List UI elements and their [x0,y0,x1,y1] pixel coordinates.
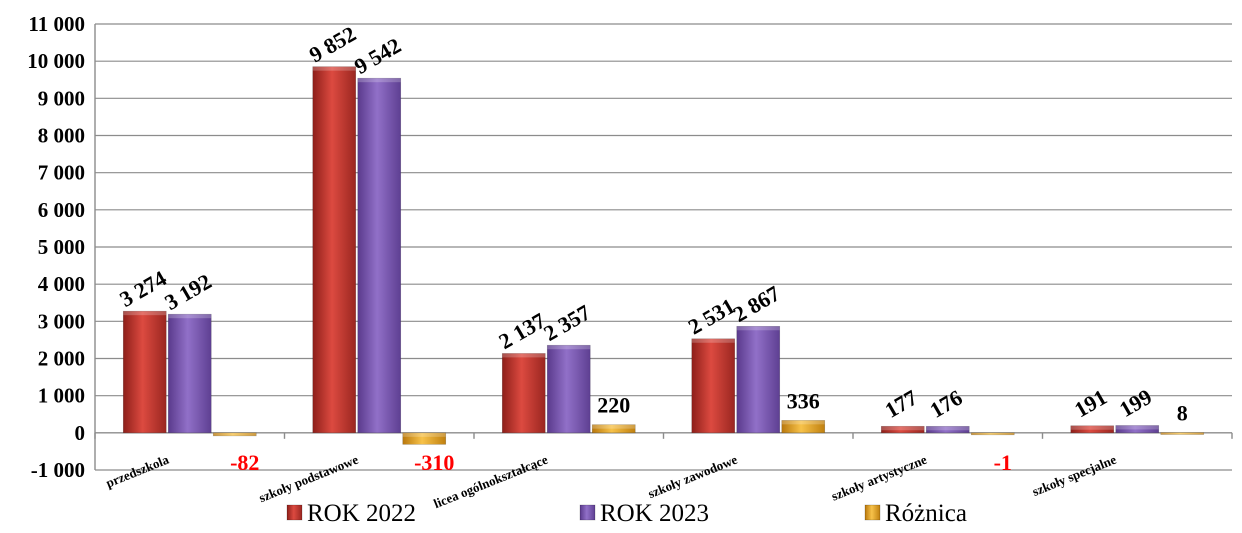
bar-roznica [402,432,447,445]
bar-rok-2022 [501,353,546,434]
data-label-rok-2022: 3 274 [115,265,170,311]
bars [122,66,1205,445]
bar-cap [691,338,735,343]
bar-cap [502,353,546,358]
data-label-roznica: 8 [1177,401,1188,426]
bar-rok-2023 [546,344,591,434]
legend-label-rok-2022: ROK 2022 [307,500,416,527]
bar-cap [312,66,356,71]
bar-cap [1160,432,1204,435]
data-label-rok-2023: 2 867 [729,281,784,327]
gridlines [94,23,1233,471]
data-label-roznica: 336 [787,388,820,413]
y-tick-label: 4 000 [38,272,85,296]
bar-rok-2022 [122,310,167,434]
category-label: przedszkola [104,452,172,491]
bar-rok-2022 [880,425,925,434]
y-tick-label: 5 000 [38,235,85,259]
y-tick-label: -1 000 [31,458,85,482]
legend-swatch-rok-2023 [579,504,596,521]
bar-roznica [1160,432,1205,435]
bar-cap [592,424,636,429]
bar-rok-2023 [357,77,402,434]
y-tick-label: 3 000 [38,309,85,333]
y-tick-label: 8 000 [38,124,85,148]
category-label: szkoły podstawowe [257,452,361,506]
bar-cap [547,345,591,350]
data-label-roznica: -310 [414,450,454,475]
bar-roznica [212,432,257,437]
legend-label-roznica: Różnica [885,500,967,527]
legend: ROK 2022 ROK 2023 Różnica [286,500,967,527]
data-label-rok-2022: 177 [880,385,921,423]
data-label-rok-2023: 199 [1115,384,1156,422]
bar-cap [736,326,780,331]
bar-roznica [970,432,1015,436]
data-label-rok-2022: 191 [1070,384,1111,422]
data-label-roznica: 220 [597,393,630,418]
data-label-rok-2023: 176 [925,385,966,423]
data-label-roznica: -1 [994,450,1012,475]
bar-cap [881,426,925,431]
category-label: szkoły artystyczne [829,452,929,504]
bar-cap [971,432,1015,435]
y-tick-label: 10 000 [27,49,85,73]
bar-cap [213,432,257,436]
y-tick-label: 7 000 [38,161,85,185]
data-label-rok-2023: 2 357 [539,300,594,346]
bar-rok-2023 [1115,425,1160,434]
category-label: szkoły zawodowe [646,452,740,502]
data-label-rok-2023: 3 192 [160,269,215,315]
bar-rok-2023 [167,313,212,434]
y-tick-label: 0 [75,421,86,445]
category-label: szkoły specjalne [1030,452,1119,499]
bar-rok-2022 [312,66,357,434]
bar-cap [781,420,825,425]
bar-rok-2023 [925,425,970,434]
bar-cap [168,314,212,319]
bar-cap [123,311,167,316]
y-tick-label: 6 000 [38,198,85,222]
y-tick-label: 1 000 [38,384,85,408]
bar-rok-2022 [691,338,736,434]
bar-cap [402,432,446,437]
bar-rok-2022 [1070,425,1115,434]
bar-cap [1115,425,1159,430]
bar-roznica [781,420,826,434]
data-label-rok-2022: 2 531 [684,293,739,339]
y-tick-label: 9 000 [38,86,85,110]
bar-roznica [591,424,636,434]
bar-cap [357,78,401,83]
data-label-rok-2022: 2 137 [494,308,549,354]
legend-swatch-rok-2022 [286,504,303,521]
legend-label-rok-2023: ROK 2023 [600,500,709,527]
y-tick-label: 11 000 [28,12,85,36]
bar-cap [1070,425,1114,430]
y-axis-ticks: -1 000 0 1 000 2 000 3 000 4 000 5 000 6 000 7 0… [27,12,85,482]
data-label-roznica: -82 [230,450,259,475]
y-tick-label: 2 000 [38,347,85,371]
bar-cap [926,426,970,431]
legend-swatch-roznica [864,504,881,521]
bar-rok-2023 [736,325,781,434]
